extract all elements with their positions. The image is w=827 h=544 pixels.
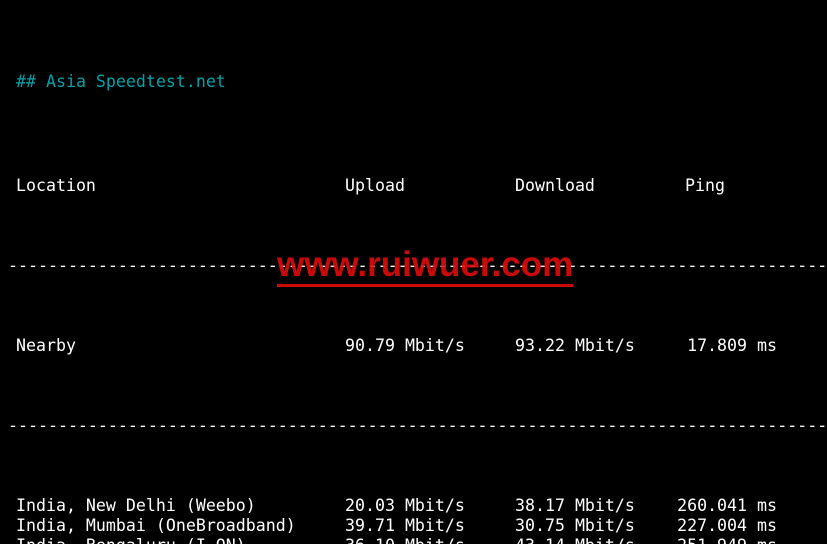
cell-ping: 260.041 ms	[677, 496, 777, 515]
separator-line: ----------------------------------------…	[8, 416, 827, 435]
cell-location: India, Mumbai (OneBroadband)	[16, 516, 296, 535]
table-row: India, Mumbai (OneBroadband) 39.71 Mbit/…	[0, 516, 827, 536]
nearby-row: Nearby 90.79 Mbit/s 93.22 Mbit/s 17.809 …	[0, 336, 827, 356]
cell-download: 38.17 Mbit/s	[515, 496, 635, 515]
cell-upload: 90.79 Mbit/s	[345, 336, 465, 355]
cell-download: 93.22 Mbit/s	[515, 336, 635, 355]
separator-line: ----------------------------------------…	[8, 256, 827, 275]
page-title: ## Asia Speedtest.net	[16, 72, 226, 91]
column-header-download: Download	[515, 176, 595, 195]
cell-ping: 251.949 ms	[597, 536, 777, 544]
cell-ping: 17.809 ms	[687, 336, 777, 355]
column-header-upload: Upload	[345, 176, 405, 195]
cell-location: Nearby	[16, 336, 76, 355]
table-row: India, Bengaluru (I-ON) 36.10 Mbit/s 43.…	[0, 536, 827, 544]
cell-upload: 20.03 Mbit/s	[345, 496, 465, 515]
column-header-ping: Ping	[685, 176, 725, 195]
cell-download: 30.75 Mbit/s	[515, 516, 635, 535]
cell-download: 43.14 Mbit/s	[515, 536, 635, 544]
cell-upload: 39.71 Mbit/s	[345, 516, 465, 535]
column-header-location: Location	[16, 176, 96, 195]
cell-location: India, New Delhi (Weebo)	[16, 496, 256, 515]
table-header: Location Upload Download Ping	[0, 176, 827, 196]
cell-location: India, Bengaluru (I-ON)	[16, 536, 246, 544]
table-body: India, New Delhi (Weebo) 20.03 Mbit/s 38…	[0, 496, 827, 544]
cell-ping: 227.004 ms	[677, 516, 777, 535]
table-row: India, New Delhi (Weebo) 20.03 Mbit/s 38…	[0, 496, 827, 516]
cell-upload: 36.10 Mbit/s	[345, 536, 465, 544]
